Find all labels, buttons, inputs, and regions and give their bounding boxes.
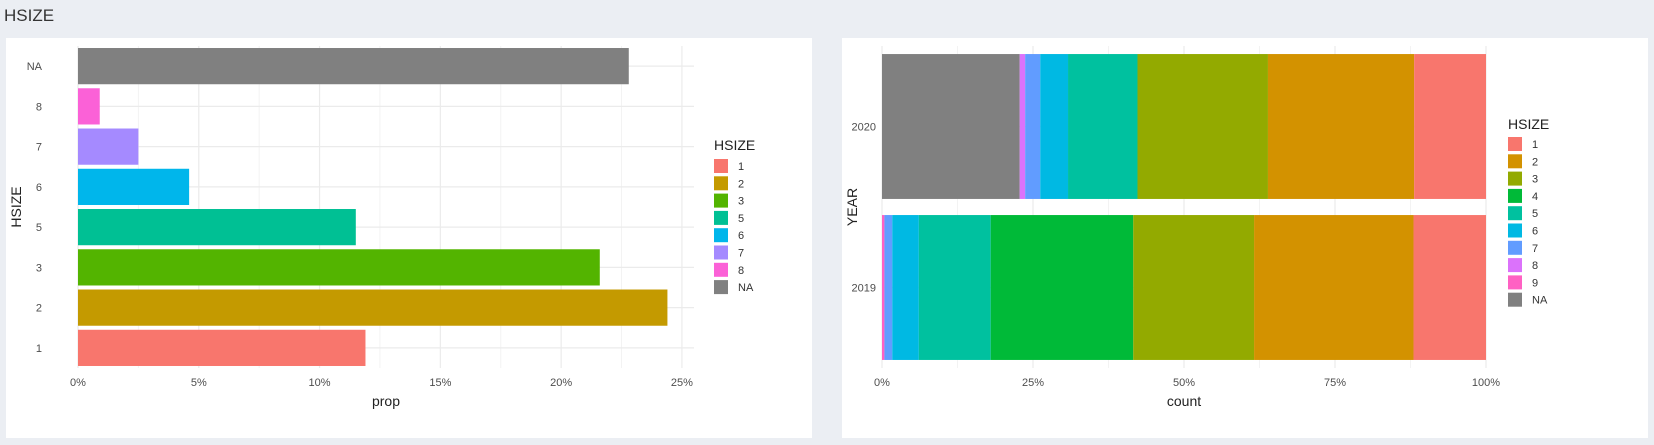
bar-hsize-3	[78, 249, 600, 286]
legend-swatch	[714, 228, 728, 243]
y-tick-label: 2019	[852, 283, 876, 295]
bar-hsize-5	[78, 209, 356, 246]
x-tick-label: 0%	[874, 377, 890, 389]
legend-swatch	[1508, 171, 1522, 186]
bar-segment-2020-hsize-8	[1019, 54, 1026, 199]
legend-title: HSIZE	[1508, 116, 1549, 132]
legend-swatch	[1508, 275, 1522, 290]
y-tick-label: 8	[36, 101, 42, 113]
bar-segment-2019-hsize-6	[892, 215, 919, 360]
x-tick-label: 15%	[429, 377, 451, 389]
legend-swatch	[1508, 137, 1522, 151]
y-axis-title: YEAR	[844, 188, 860, 226]
bar-segment-2019-hsize-4	[990, 215, 1134, 360]
legend-swatch	[714, 262, 728, 277]
bar-segment-2020-hsize-3	[1137, 54, 1268, 199]
legend-swatch	[1508, 154, 1522, 169]
legend-swatch	[1508, 188, 1522, 203]
bar-segment-2020-hsize-na	[882, 54, 1020, 199]
legend-label: 5	[738, 213, 744, 225]
legend-label: 8	[738, 265, 744, 277]
x-tick-label: 0%	[70, 377, 86, 389]
legend-label: NA	[1532, 295, 1548, 307]
bar-segment-2019-hsize-5	[918, 215, 991, 360]
bar-segment-2020-hsize-6	[1040, 54, 1069, 199]
legend-label: 9	[1532, 277, 1538, 289]
legend-label: 6	[1532, 226, 1538, 238]
bar-segment-2019-hsize-2	[1254, 215, 1414, 360]
bar-segment-2019-hsize-3	[1133, 215, 1255, 360]
legend-title: HSIZE	[714, 137, 755, 153]
year-stacked-bar-chart: 2019 2020 0% 25% 50% 75% 100% count YEAR HSIZE 1 2 3…	[844, 46, 1549, 409]
bar-segment-2020-hsize-2	[1267, 54, 1415, 199]
legend-label: 7	[1532, 243, 1538, 255]
bar-segment-2020-hsize-5	[1068, 54, 1138, 199]
bar-hsize-6	[78, 168, 190, 205]
bar-hsize-1	[78, 329, 366, 366]
page-title: HSIZE	[4, 6, 55, 25]
hsize-prop-chart-panel: 1 2 3 5 6 7 8 NA 0% 5% 10% 15% 20% 25% prop HSIZE HSIZE 1…	[6, 38, 812, 438]
bar-segment-2020-hsize-7	[1025, 54, 1041, 199]
legend-label: 2	[738, 178, 744, 190]
x-tick-label: 10%	[309, 377, 331, 389]
bar-segment-2019-hsize-7	[884, 215, 893, 360]
bar-segment-2020-hsize-1	[1414, 54, 1486, 199]
legend-label: 5	[1532, 208, 1538, 220]
legend-label: 3	[738, 196, 744, 208]
legend-label: 1	[1532, 139, 1538, 151]
legend-label: 2	[1532, 156, 1538, 168]
legend-label: NA	[738, 282, 754, 294]
legend-label: 3	[1532, 174, 1538, 186]
y-tick-label: 6	[36, 182, 42, 194]
x-tick-label: 25%	[671, 377, 693, 389]
legend-swatch	[1508, 206, 1522, 221]
legend-swatch	[1508, 240, 1522, 255]
x-tick-label: 100%	[1472, 377, 1500, 389]
bar-hsize-na	[78, 48, 629, 85]
bar-segment-2019-hsize-9	[882, 215, 885, 360]
bar-hsize-8	[78, 88, 100, 125]
y-tick-label: 2	[36, 303, 42, 315]
hsize-prop-bar-chart: 1 2 3 5 6 7 8 NA 0% 5% 10% 15% 20% 25% prop HSIZE HSIZE 1…	[8, 46, 755, 409]
legend-swatch	[714, 176, 728, 191]
legend-label: 8	[1532, 260, 1538, 272]
legend-label: 7	[738, 248, 744, 260]
x-tick-label: 75%	[1324, 377, 1346, 389]
y-axis-title: HSIZE	[8, 186, 24, 227]
legend-swatch	[714, 245, 728, 260]
legend-label: 1	[738, 161, 744, 173]
bar-hsize-7	[78, 128, 139, 165]
legend-swatch	[714, 159, 728, 173]
legend-label: 4	[1532, 191, 1538, 203]
x-tick-label: 50%	[1173, 377, 1195, 389]
year-count-chart-panel: 2019 2020 0% 25% 50% 75% 100% count YEAR HSIZE 1 2 3…	[842, 38, 1648, 438]
bar-segment-2019-hsize-1	[1413, 215, 1486, 360]
y-tick-label: 3	[36, 262, 42, 274]
y-tick-label: 7	[36, 142, 42, 154]
x-tick-label: 25%	[1022, 377, 1044, 389]
legend-swatch	[1508, 223, 1522, 238]
y-tick-label: 5	[36, 222, 42, 234]
y-tick-label: NA	[27, 61, 43, 73]
x-axis-title: count	[1167, 393, 1201, 409]
legend-swatch	[1508, 258, 1522, 273]
legend-swatch	[1508, 292, 1522, 307]
legend-swatch	[714, 193, 728, 208]
legend-swatch	[714, 280, 728, 295]
legend-label: 6	[738, 230, 744, 242]
legend-swatch	[714, 210, 728, 225]
x-tick-label: 5%	[191, 377, 207, 389]
x-tick-label: 20%	[550, 377, 572, 389]
y-tick-label: 2020	[852, 122, 876, 134]
y-tick-label: 1	[36, 343, 42, 355]
bar-hsize-2	[78, 289, 668, 326]
x-axis-title: prop	[372, 393, 400, 409]
